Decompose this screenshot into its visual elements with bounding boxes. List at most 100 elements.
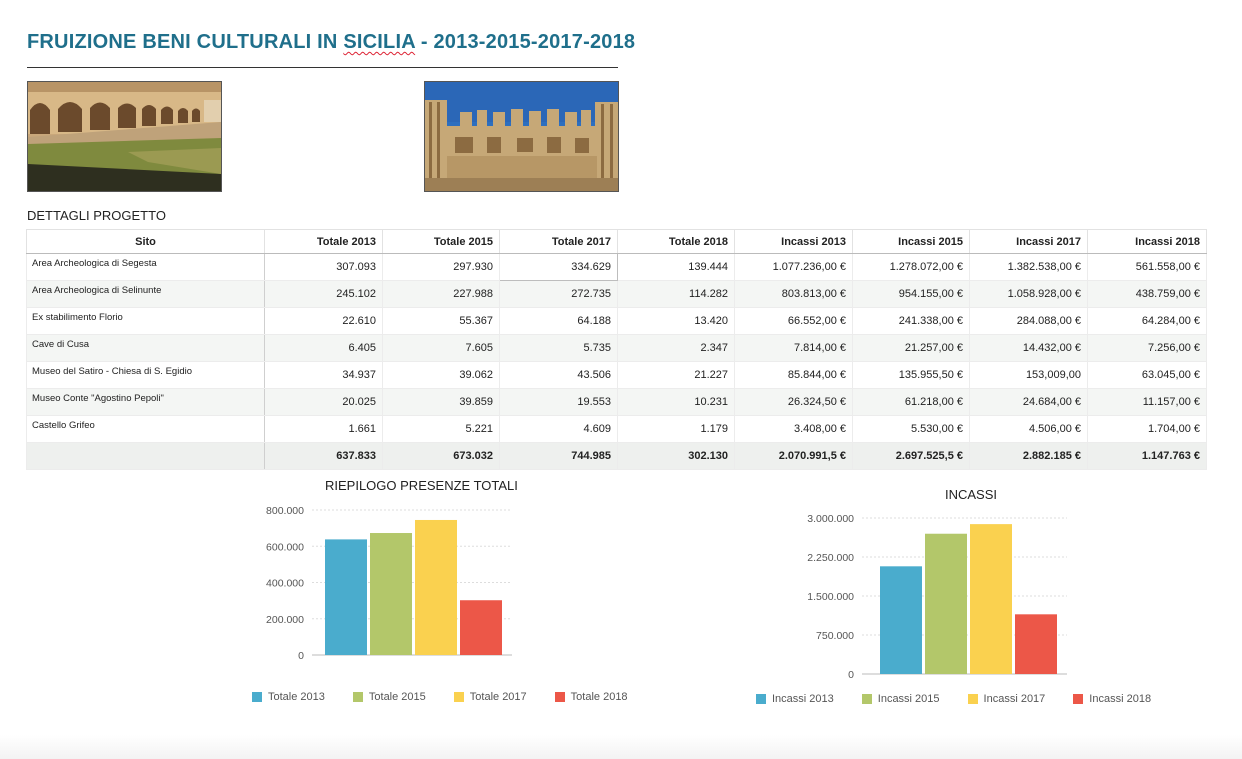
table-row[interactable]: Museo Conte "Agostino Pepoli" 20.025 39.85… bbox=[26, 388, 1207, 416]
chart-title-presenze: RIEPILOGO PRESENZE TOTALI bbox=[325, 478, 518, 493]
table-header-row: Sito Totale 2013 Totale 2015 Totale 2017… bbox=[26, 229, 1207, 254]
bar-incassi-2015[interactable] bbox=[925, 533, 967, 674]
footer-band bbox=[0, 735, 1242, 759]
chart-presenze: 0 200.000 400.000 600.000 800.000 bbox=[266, 505, 512, 662]
value-cell: 241.338,00 € bbox=[852, 307, 970, 335]
legend-item[interactable]: Totale 2013 bbox=[252, 691, 325, 703]
legend-item[interactable]: Totale 2018 bbox=[554, 691, 628, 703]
value-cell: 1.661 bbox=[264, 415, 383, 443]
legend-label: Totale 2015 bbox=[368, 691, 426, 703]
column-header-totale-2013[interactable]: Totale 2013 bbox=[264, 229, 383, 254]
value-cell: 139.444 bbox=[617, 253, 735, 281]
bar-incassi-2017[interactable] bbox=[970, 524, 1012, 674]
y-tick-label: 400.000 bbox=[266, 578, 304, 590]
column-header-incassi-2013[interactable]: Incassi 2013 bbox=[734, 229, 853, 254]
value-cell: 10.231 bbox=[617, 388, 735, 416]
total-cell: 2.697.525,5 € bbox=[852, 442, 970, 470]
legend-incassi: Incassi 2013 Incassi 2015 Incassi 2017 Inca… bbox=[756, 693, 1179, 705]
legend-swatch bbox=[352, 692, 363, 702]
value-cell: 1.058.928,00 € bbox=[969, 280, 1088, 308]
column-header-totale-2015[interactable]: Totale 2015 bbox=[382, 229, 500, 254]
column-header-totale-2017[interactable]: Totale 2017 bbox=[499, 229, 618, 254]
bar-totale-2017[interactable] bbox=[415, 519, 457, 655]
value-cell: 24.684,00 € bbox=[969, 388, 1088, 416]
value-cell: 803.813,00 € bbox=[734, 280, 853, 308]
total-cell bbox=[26, 442, 265, 470]
value-cell: 5.735 bbox=[499, 334, 618, 362]
legend-label: Totale 2013 bbox=[268, 691, 325, 703]
legend-label: Incassi 2018 bbox=[1089, 693, 1152, 705]
column-header-totale-2018[interactable]: Totale 2018 bbox=[617, 229, 735, 254]
total-cell: 302.130 bbox=[617, 442, 735, 470]
y-tick-label: 1.500.000 bbox=[807, 591, 854, 603]
total-cell: 2.882.185 € bbox=[969, 442, 1088, 470]
value-cell: 334.629 bbox=[499, 253, 618, 281]
column-header-incassi-2018[interactable]: Incassi 2018 bbox=[1087, 229, 1207, 254]
legend-swatch bbox=[967, 694, 978, 704]
bar-totale-2015[interactable] bbox=[370, 533, 412, 655]
legend-item[interactable]: Incassi 2018 bbox=[1073, 693, 1151, 705]
legend-presenze: Totale 2013 Totale 2015 Totale 2017 Totale … bbox=[252, 691, 656, 703]
title-part-2: - 2013-2015-2017-2018 bbox=[415, 31, 636, 53]
bar-totale-2013[interactable] bbox=[325, 539, 367, 655]
column-header-incassi-2015[interactable]: Incassi 2015 bbox=[852, 229, 970, 254]
table-row[interactable]: Area Archeologica di Selinunte 245.102 227… bbox=[26, 280, 1207, 308]
y-tick-label: 750.000 bbox=[816, 630, 854, 642]
column-header-sito[interactable]: Sito bbox=[26, 229, 265, 254]
value-cell: 284.088,00 € bbox=[969, 307, 1088, 335]
value-cell: 66.552,00 € bbox=[734, 307, 853, 335]
title-part-1: FRUIZIONE BENI CULTURALI IN bbox=[27, 31, 344, 53]
site-name-cell: Castello Grifeo bbox=[26, 415, 265, 443]
value-cell: 21.257,00 € bbox=[852, 334, 970, 362]
value-cell: 64.284,00 € bbox=[1087, 307, 1207, 335]
total-cell: 2.070.991,5 € bbox=[734, 442, 853, 470]
value-cell: 114.282 bbox=[617, 280, 735, 308]
chart-incassi: 0 750.000 1.500.000 2.250.000 3.000.000 bbox=[807, 513, 1067, 681]
value-cell: 61.218,00 € bbox=[852, 388, 970, 416]
table-row[interactable]: Ex stabilimento Florio 22.610 55.367 64.188… bbox=[26, 307, 1207, 335]
legend-swatch bbox=[554, 692, 565, 702]
legend-item[interactable]: Totale 2017 bbox=[453, 691, 527, 703]
temple-ruins-photo bbox=[424, 81, 619, 192]
value-cell: 1.382.538,00 € bbox=[969, 253, 1088, 281]
courtyard-photo bbox=[27, 81, 222, 192]
legend-label: Totale 2018 bbox=[570, 691, 628, 703]
value-cell: 19.553 bbox=[499, 388, 618, 416]
title-divider bbox=[27, 67, 618, 68]
table-row[interactable]: Museo del Satiro - Chiesa di S. Egidio 34… bbox=[26, 361, 1207, 389]
value-cell: 6.405 bbox=[264, 334, 383, 362]
legend-item[interactable]: Incassi 2017 bbox=[967, 693, 1046, 705]
value-cell: 307.093 bbox=[264, 253, 383, 281]
value-cell: 153,009,00 bbox=[969, 361, 1088, 389]
value-cell: 39.859 bbox=[382, 388, 500, 416]
site-name-cell: Museo del Satiro - Chiesa di S. Egidio bbox=[26, 361, 265, 389]
legend-item[interactable]: Incassi 2015 bbox=[861, 693, 940, 705]
value-cell: 7.256,00 € bbox=[1087, 334, 1207, 362]
legend-swatch bbox=[1073, 694, 1084, 704]
value-cell: 135.955,50 € bbox=[852, 361, 970, 389]
y-tick-label: 200.000 bbox=[266, 614, 304, 626]
column-header-incassi-2017[interactable]: Incassi 2017 bbox=[969, 229, 1088, 254]
site-name-cell: Area Archeologica di Selinunte bbox=[26, 280, 265, 308]
value-cell: 5.530,00 € bbox=[852, 415, 970, 443]
legend-swatch bbox=[861, 694, 872, 704]
legend-item[interactable]: Incassi 2013 bbox=[756, 693, 834, 705]
bar-totale-2018[interactable] bbox=[460, 600, 502, 655]
section-label: DETTAGLI PROGETTO bbox=[27, 208, 166, 223]
value-cell: 1.077.236,00 € bbox=[734, 253, 853, 281]
y-tick-label: 2.250.000 bbox=[807, 552, 854, 564]
legend-item[interactable]: Totale 2015 bbox=[352, 691, 426, 703]
total-cell: 1.147.763 € bbox=[1087, 442, 1207, 470]
table-row[interactable]: Area Archeologica di Segesta 307.093 297.9… bbox=[26, 253, 1207, 281]
legend-label: Totale 2017 bbox=[469, 691, 527, 703]
value-cell: 227.988 bbox=[382, 280, 500, 308]
value-cell: 7.605 bbox=[382, 334, 500, 362]
bar-incassi-2018[interactable] bbox=[1015, 614, 1057, 674]
bar-incassi-2013[interactable] bbox=[880, 566, 922, 674]
table-row[interactable]: Castello Grifeo 1.661 5.221 4.609 1.179 3.408… bbox=[26, 415, 1207, 443]
value-cell: 39.062 bbox=[382, 361, 500, 389]
value-cell: 1.704,00 € bbox=[1087, 415, 1207, 443]
legend-label: Incassi 2017 bbox=[983, 693, 1046, 705]
legend-swatch bbox=[756, 694, 766, 704]
table-row[interactable]: Cave di Cusa 6.405 7.605 5.735 2.347 7.814,00… bbox=[26, 334, 1207, 362]
